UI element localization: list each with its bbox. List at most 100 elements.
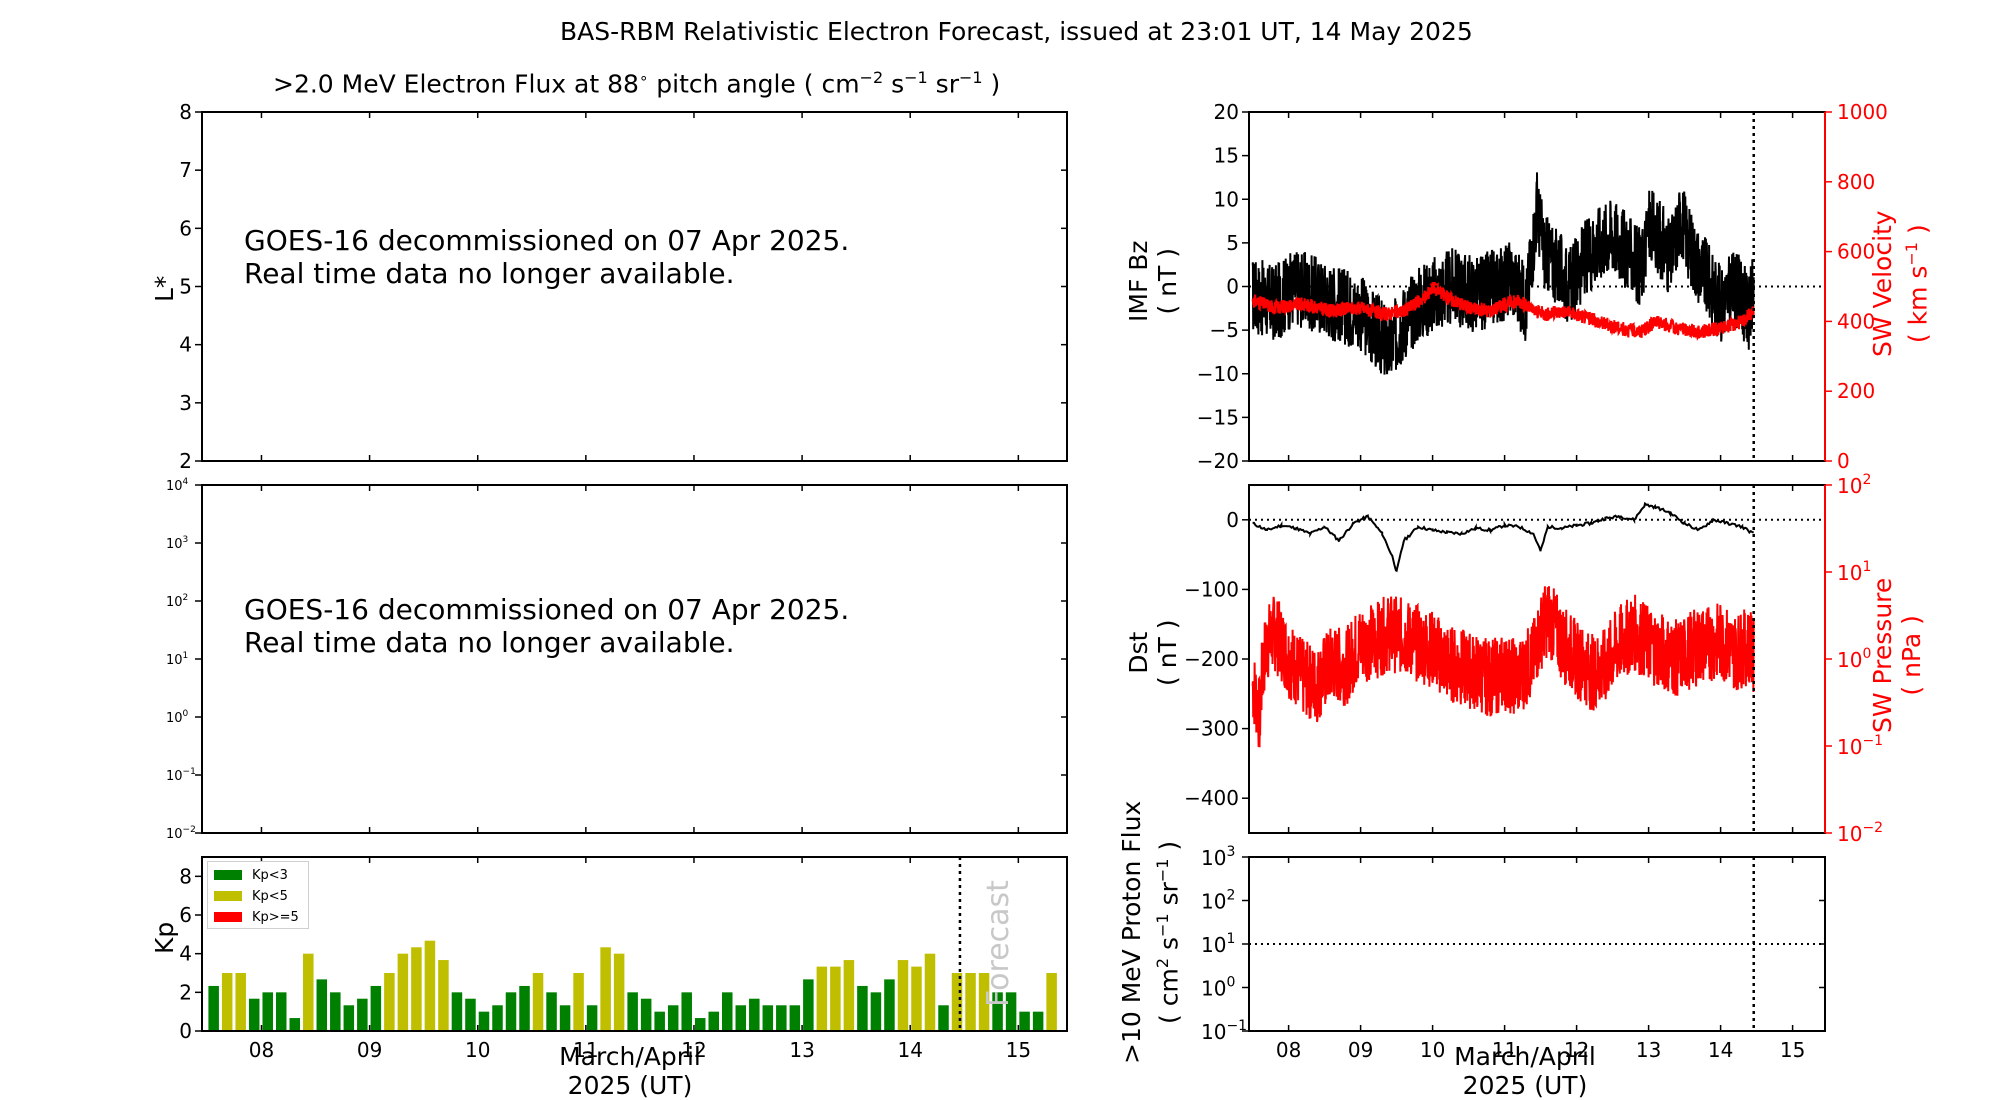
kp-bar (1019, 1011, 1030, 1031)
kp-xtick-label: 10 (465, 1038, 490, 1062)
kp-bar (830, 966, 841, 1031)
kp-xtick-label: 13 (789, 1038, 814, 1062)
kp-bar (776, 1005, 787, 1031)
proton-xtick-label: 12 (1564, 1038, 1589, 1062)
kp-bar (370, 985, 382, 1031)
sw-velocity-ytick-label: 800 (1837, 170, 1875, 194)
sw-pressure-ylabel-text: SW Pressure (1868, 577, 1897, 733)
proton-ytick-label: 100 (1201, 975, 1235, 1001)
kp-bar (978, 973, 990, 1031)
right-xlabel-line1: March/April (1454, 1042, 1596, 1071)
kp-bar (992, 992, 1003, 1031)
dst-ylabel: Dst ( nT ) (1124, 619, 1182, 686)
kp-bar (681, 992, 692, 1031)
kp-bar (951, 973, 963, 1031)
kp-bar (384, 973, 395, 1031)
kp-bar (546, 992, 557, 1031)
kp-legend: Kp<3 Kp<5 Kp>=5 (207, 861, 309, 929)
kp-bar (627, 992, 638, 1031)
kp-bar (870, 992, 882, 1031)
kp-bar (559, 1005, 571, 1031)
sw-velocity-ylabel-text: SW Velocity (1868, 210, 1897, 357)
kp-bar (749, 998, 760, 1031)
lstar-ylabel: L* (150, 275, 179, 302)
proton-ytick-label: 10−1 (1201, 1018, 1247, 1044)
flux-ytick-label: 104 (166, 477, 189, 494)
sw-pressure-ytick-label: 100 (1837, 646, 1871, 672)
flux-ytick-label: 102 (166, 593, 188, 610)
sw-pressure-ytick-label: 101 (1837, 559, 1871, 585)
kp-panel-frame (201, 856, 1068, 1032)
kp-bar (275, 992, 287, 1031)
sw-velocity-ytick-label: 0 (1837, 449, 1850, 473)
kp-bar (573, 973, 584, 1031)
kp-bar (357, 998, 368, 1031)
sw-pressure-line (1251, 586, 1755, 748)
proton-xtick-label: 11 (1492, 1038, 1517, 1062)
kp-bar (965, 973, 976, 1031)
kp-bar (505, 992, 517, 1031)
kp-bar (897, 960, 909, 1031)
lstar-ytick-label: 2 (179, 449, 192, 473)
imf-bz-ylabel-text: IMF Bz (1124, 240, 1153, 322)
kp-bar (303, 953, 314, 1031)
lstar-ytick-label: 7 (179, 158, 192, 182)
sw-pressure-ytick-label: 10−2 (1837, 820, 1883, 846)
left-xlabel-line2: 2025 (UT) (567, 1071, 693, 1100)
kp-xtick-label: 12 (681, 1038, 706, 1062)
legend-swatch-red (214, 912, 242, 922)
lstar-ytick-label: 6 (179, 216, 192, 240)
lstar-ytick-label: 5 (179, 275, 192, 299)
kp-bar (600, 947, 611, 1031)
proton-xtick-label: 15 (1780, 1038, 1805, 1062)
kp-bar (397, 953, 409, 1031)
kp-bar (221, 973, 233, 1031)
electron-flux-title-text: >2.0 MeV Electron Flux at 88 (273, 69, 639, 99)
kp-bar (654, 1011, 665, 1031)
kp-bar (694, 1018, 706, 1031)
imf-bz-ylabel: IMF Bz ( nT ) (1124, 240, 1182, 322)
kp-bar (816, 966, 828, 1031)
dst-ytick-label: 0 (1226, 508, 1239, 532)
kp-ytick-label: 8 (179, 864, 192, 888)
kp-xtick-label: 09 (357, 1038, 382, 1062)
legend-label-kp-high: Kp>=5 (252, 910, 299, 925)
kp-bar (735, 1005, 747, 1031)
right-xlabel: March/April 2025 (UT) (1425, 1042, 1625, 1100)
legend-swatch-green (214, 870, 242, 880)
kp-bar (262, 992, 273, 1031)
kp-bar (722, 992, 733, 1031)
imf-bz-ytick-label: −5 (1210, 318, 1239, 342)
kp-bar (803, 979, 814, 1031)
kp-xtick-label: 08 (249, 1038, 274, 1062)
imf-bz-ylabel-units: ( nT ) (1153, 247, 1182, 315)
decommission-message-middle: GOES-16 decommissioned on 07 Apr 2025. R… (244, 593, 850, 659)
legend-label-kp-mid: Kp<5 (252, 889, 288, 904)
kp-xtick-label: 15 (1006, 1038, 1031, 1062)
kp-bar (613, 953, 625, 1031)
left-xlabel: March/April 2025 (UT) (530, 1042, 730, 1100)
kp-bar (438, 960, 449, 1031)
sw-velocity-ylabel: SW Velocity ( km s−1 ) (1868, 210, 1933, 357)
sw-pressure-ytick-label: 10−1 (1837, 733, 1883, 759)
proton-flux-ylabel-text: >10 MeV Proton Flux (1117, 800, 1146, 1064)
kp-bar (465, 998, 476, 1031)
imf-bz-ytick-label: 15 (1214, 144, 1239, 168)
dst-ytick-label: −400 (1184, 786, 1239, 810)
kp-bar (316, 979, 328, 1031)
dst-ylabel-text: Dst (1124, 631, 1153, 674)
kp-bar (708, 1011, 719, 1031)
electron-flux-units-text: pitch angle ( cm (656, 69, 860, 99)
lstar-ytick-label: 4 (179, 333, 192, 357)
imf-bz-ytick-label: −20 (1197, 449, 1239, 473)
flux-ytick-label: 10−1 (166, 767, 196, 784)
decommission-message-top: GOES-16 decommissioned on 07 Apr 2025. R… (244, 224, 850, 290)
kp-xtick-label: 14 (897, 1038, 922, 1062)
dst-ytick-label: −100 (1184, 577, 1239, 601)
proton-xtick-label: 08 (1276, 1038, 1301, 1062)
proton-xtick-label: 09 (1348, 1038, 1373, 1062)
imf-bz-ytick-label: 10 (1214, 187, 1239, 211)
kp-bar (451, 992, 463, 1031)
sw-velocity-line (1251, 281, 1755, 342)
